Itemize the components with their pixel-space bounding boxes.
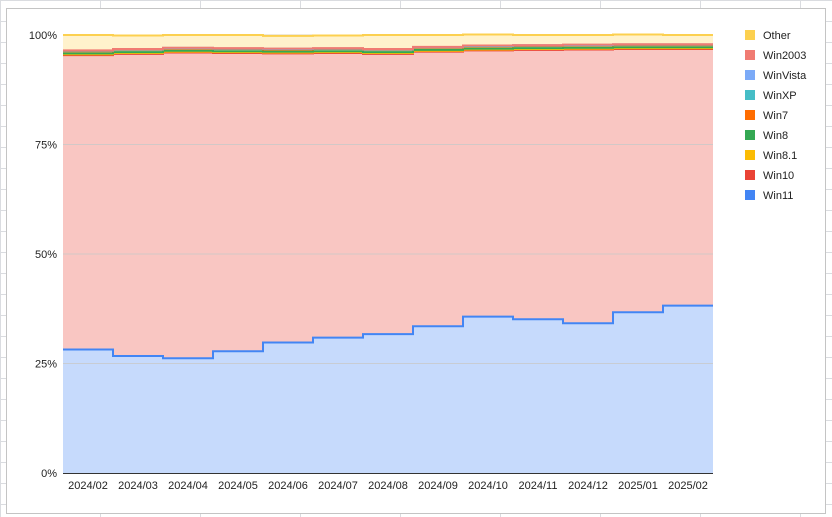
x-tick-label: 2024/09 bbox=[418, 480, 458, 492]
x-tick-label: 2024/05 bbox=[218, 480, 258, 492]
line-win11 bbox=[63, 304, 713, 360]
legend-swatch-win10 bbox=[745, 170, 755, 180]
legend-label-winvista: WinVista bbox=[763, 70, 807, 82]
legend-swatch-other bbox=[745, 30, 755, 40]
legend-label-win10: Win10 bbox=[763, 170, 794, 182]
legend-swatch-win8 bbox=[745, 130, 755, 140]
y-tick-label: 25% bbox=[35, 359, 57, 371]
legend-label-other: Other bbox=[763, 30, 791, 42]
legend-swatch-win7 bbox=[745, 110, 755, 120]
x-tick-label: 2024/03 bbox=[118, 480, 158, 492]
legend-label-win11: Win11 bbox=[763, 190, 793, 202]
line-win2003 bbox=[63, 43, 713, 52]
legend-swatch-win11 bbox=[745, 190, 755, 200]
x-tick-label: 2024/02 bbox=[68, 480, 108, 492]
y-tick-label: 0% bbox=[41, 468, 57, 480]
legend-label-win7: Win7 bbox=[763, 110, 788, 122]
x-tick-label: 2024/08 bbox=[368, 480, 408, 492]
legend-swatch-win2003 bbox=[745, 50, 755, 60]
x-tick-label: 2024/06 bbox=[268, 480, 308, 492]
y-tick-label: 75% bbox=[35, 140, 57, 152]
y-tick-label: 50% bbox=[35, 249, 57, 261]
legend-swatch-win8-1 bbox=[745, 150, 755, 160]
legend-label-win8-1: Win8.1 bbox=[763, 150, 797, 162]
x-tick-label: 2024/07 bbox=[318, 480, 358, 492]
x-tick-label: 2024/11 bbox=[519, 480, 558, 492]
area-other bbox=[63, 34, 713, 51]
area-win10 bbox=[63, 49, 713, 359]
chart-svg: 0% 25% 50% 75% 100% 2024/02 2024/03 2024/04 2024… bbox=[29, 30, 807, 492]
x-tick-label: 2024/12 bbox=[568, 480, 608, 492]
legend-label-win8: Win8 bbox=[763, 130, 788, 142]
chart-panel: 0% 25% 50% 75% 100% 2024/02 2024/03 2024/04 2024… bbox=[6, 8, 826, 514]
x-tick-label: 2025/02 bbox=[668, 480, 708, 492]
legend-label-winxp: WinXP bbox=[763, 90, 797, 102]
legend-swatch-winxp bbox=[745, 90, 755, 100]
legend-swatch-winvista bbox=[745, 70, 755, 80]
line-other bbox=[63, 33, 713, 37]
y-tick-label: 100% bbox=[29, 30, 57, 42]
x-tick-label: 2025/01 bbox=[618, 480, 658, 492]
legend-label-win2003: Win2003 bbox=[763, 50, 806, 62]
x-tick-label: 2024/04 bbox=[168, 480, 208, 492]
x-tick-label: 2024/10 bbox=[468, 480, 508, 492]
area-win11 bbox=[63, 305, 713, 473]
